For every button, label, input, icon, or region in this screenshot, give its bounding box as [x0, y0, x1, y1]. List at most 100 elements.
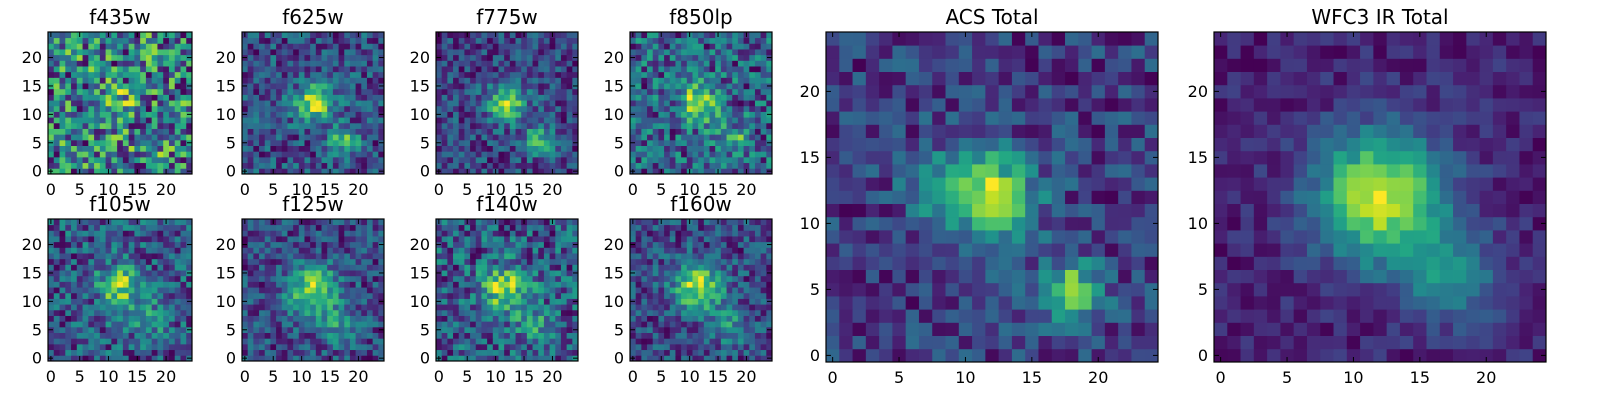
heatmap-cell	[163, 326, 170, 333]
heatmap-cell	[749, 66, 756, 73]
heatmap-cell	[59, 247, 66, 254]
heatmap-cell	[521, 71, 528, 78]
heatmap-cell	[635, 128, 642, 135]
heatmap-cell	[276, 304, 283, 311]
heatmap-cell	[436, 236, 443, 243]
heatmap-cell	[515, 83, 522, 90]
heatmap-cell	[566, 292, 573, 299]
heatmap-cell	[247, 298, 254, 305]
heatmap-cell	[327, 71, 334, 78]
heatmap-cell	[287, 304, 294, 311]
heatmap-cell	[447, 281, 454, 288]
heatmap-cell	[180, 355, 187, 362]
heatmap-cell	[111, 321, 118, 328]
heatmap-cell	[726, 54, 733, 61]
heatmap-cell	[82, 309, 89, 316]
heatmap-cell	[726, 94, 733, 101]
heatmap-cell	[151, 338, 158, 345]
heatmap-cell	[366, 258, 374, 265]
heatmap-cell	[349, 83, 356, 90]
heatmap-cell	[538, 292, 545, 299]
heatmap-cell	[566, 315, 573, 322]
heatmap-cell	[715, 151, 722, 158]
heatmap-cell	[76, 43, 83, 50]
heatmap-cell	[481, 49, 488, 56]
y-tick-label: 5	[32, 320, 42, 339]
heatmap-cell	[157, 122, 164, 129]
heatmap-cell	[293, 309, 300, 316]
heatmap-cell	[652, 355, 659, 362]
heatmap-cell	[366, 162, 374, 169]
heatmap-cell	[760, 326, 767, 333]
heatmap-cell	[675, 298, 682, 305]
heatmap-cell	[470, 326, 477, 333]
heatmap-cell	[749, 321, 756, 328]
heatmap-cell	[53, 105, 60, 112]
heatmap-cell	[151, 54, 158, 61]
heatmap-cell	[464, 343, 471, 351]
heatmap-cell	[293, 105, 300, 112]
heatmap-cell	[441, 128, 448, 135]
x-tick-label: 0	[240, 367, 250, 386]
heatmap-cell	[253, 162, 260, 169]
heatmap-cell	[94, 343, 101, 351]
heatmap-cell	[287, 88, 294, 95]
heatmap-cell	[65, 122, 72, 129]
heatmap-cell	[436, 117, 443, 124]
heatmap-cell	[111, 100, 118, 107]
heatmap-cell	[247, 275, 254, 282]
heatmap-cell	[366, 88, 374, 95]
heatmap-cell	[88, 219, 95, 226]
heatmap-cell	[332, 37, 339, 44]
heatmap-cell	[94, 71, 101, 78]
heatmap-cell	[737, 37, 744, 44]
heatmap-cell	[151, 224, 158, 231]
heatmap-cell	[281, 247, 288, 254]
heatmap-cell	[366, 117, 374, 124]
heatmap-cell	[543, 275, 550, 282]
heatmap-cell	[441, 326, 448, 333]
heatmap-cell	[88, 253, 95, 260]
heatmap-cell	[105, 151, 112, 158]
heatmap-cell	[163, 100, 170, 107]
heatmap-cell	[276, 338, 283, 345]
heatmap-cell	[174, 111, 181, 118]
heatmap-cell	[749, 83, 756, 90]
heatmap-cell	[140, 287, 147, 294]
heatmap-cell	[298, 236, 305, 243]
heatmap-cell	[253, 230, 260, 237]
heatmap-cell	[532, 94, 539, 101]
heatmap-cell	[134, 241, 141, 248]
heatmap-cell	[737, 122, 744, 129]
heatmap-cell	[692, 151, 699, 158]
heatmap-cell	[264, 134, 271, 141]
heatmap-cell	[361, 122, 368, 129]
heatmap-cell	[298, 145, 305, 152]
heatmap-cell	[635, 111, 642, 118]
heatmap-cell	[675, 60, 682, 67]
heatmap-cell	[344, 145, 351, 152]
heatmap-cell	[698, 355, 705, 362]
heatmap-cell	[180, 304, 187, 311]
heatmap-cell	[315, 304, 322, 311]
heatmap-cell	[549, 49, 556, 56]
heatmap-cell	[242, 71, 249, 78]
heatmap-cell	[754, 151, 762, 158]
heatmap-cell	[453, 355, 460, 362]
heatmap-cell	[641, 281, 648, 288]
heatmap-cell	[641, 343, 648, 351]
heatmap-cell	[298, 304, 305, 311]
heatmap-cell	[151, 128, 158, 135]
heatmap-cell	[180, 253, 187, 260]
heatmap-cell	[366, 54, 374, 61]
heatmap-cell	[760, 60, 767, 67]
y-tick-label: 0	[226, 162, 236, 181]
heatmap-cell	[521, 264, 528, 271]
heatmap-cell	[111, 219, 118, 226]
heatmap-cell	[82, 100, 89, 107]
heatmap-cell	[720, 343, 727, 351]
heatmap-cell	[48, 145, 55, 152]
heatmap-cell	[355, 77, 362, 84]
heatmap-cell	[145, 253, 153, 260]
heatmap-cell	[760, 332, 767, 339]
